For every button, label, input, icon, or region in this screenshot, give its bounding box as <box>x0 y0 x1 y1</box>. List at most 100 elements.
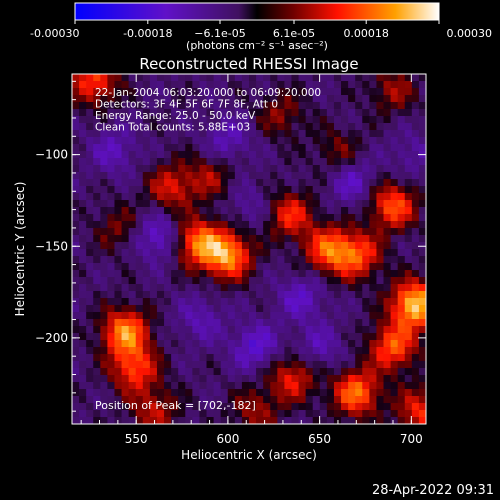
heatmap-cell <box>121 95 130 103</box>
heatmap-cell <box>227 81 236 89</box>
heatmap-cell <box>185 396 193 404</box>
heatmap-cell <box>312 74 321 82</box>
heatmap-cell <box>142 333 151 341</box>
heatmap-cell <box>135 242 144 250</box>
heatmap-cell <box>256 193 264 201</box>
heatmap-cell <box>249 298 257 306</box>
heatmap-cell <box>142 396 151 404</box>
heatmap-cell <box>234 312 243 320</box>
heatmap-cell <box>284 228 292 236</box>
heatmap-cell <box>156 95 165 103</box>
heatmap-cell <box>355 249 363 257</box>
heatmap-cell <box>270 368 278 376</box>
heatmap-cell <box>277 207 285 215</box>
heatmap-cell <box>383 221 391 229</box>
heatmap-cell <box>135 368 144 376</box>
colorbar-tick-label: −6.1e-05 <box>194 27 245 40</box>
heatmap-cell <box>86 151 94 159</box>
heatmap-cell <box>298 207 307 215</box>
heatmap-cell <box>383 333 391 341</box>
heatmap-cell <box>241 396 250 404</box>
heatmap-cell <box>135 305 144 313</box>
heatmap-cell <box>291 347 299 355</box>
heatmap-cell <box>178 151 186 159</box>
heatmap-cell <box>277 263 285 271</box>
heatmap-cell <box>270 312 278 320</box>
heatmap-cell <box>93 228 101 236</box>
heatmap-cell <box>171 263 179 271</box>
heatmap-cell <box>185 186 193 194</box>
heatmap-cell <box>256 221 264 229</box>
heatmap-cell <box>142 116 151 124</box>
heatmap-cell <box>199 312 207 320</box>
heatmap-cell <box>142 305 151 313</box>
heatmap-cell <box>390 284 399 292</box>
colorbar-unit-label: (photons cm⁻² s⁻¹ asec⁻²) <box>186 39 328 52</box>
heatmap-cell <box>341 396 349 404</box>
heatmap-cell <box>192 130 200 138</box>
heatmap-cell <box>249 368 257 376</box>
heatmap-cell <box>135 214 144 222</box>
heatmap-cell <box>277 116 285 124</box>
heatmap-cell <box>213 144 222 152</box>
heatmap-cell <box>298 396 307 404</box>
heatmap-cell <box>284 88 292 96</box>
heatmap-cell <box>341 88 349 96</box>
heatmap-cell <box>121 109 130 117</box>
heatmap-cell <box>149 291 158 299</box>
heatmap-cell <box>227 242 236 250</box>
heatmap-cell <box>298 179 307 187</box>
heatmap-cell <box>79 151 87 159</box>
heatmap-cell <box>227 354 236 362</box>
heatmap-cell <box>220 214 229 222</box>
heatmap-cell <box>383 389 391 397</box>
heatmap-cell <box>128 74 137 82</box>
heatmap-cell <box>326 235 335 243</box>
heatmap-cell <box>213 179 222 187</box>
heatmap-cell <box>199 81 207 89</box>
heatmap-cell <box>411 340 420 348</box>
heatmap-cell <box>256 186 264 194</box>
heatmap-cell <box>312 200 321 208</box>
heatmap-cell <box>178 291 186 299</box>
heatmap-cell <box>171 172 179 180</box>
heatmap-cell <box>326 221 335 229</box>
heatmap-cell <box>220 347 229 355</box>
heatmap-cell <box>326 319 335 327</box>
heatmap-cell <box>241 375 250 383</box>
heatmap-cell <box>149 137 158 145</box>
heatmap-cell <box>206 305 214 313</box>
heatmap-cell <box>93 165 101 173</box>
heatmap-cell <box>319 340 328 348</box>
heatmap-cell <box>156 235 165 243</box>
heatmap-cell <box>142 354 151 362</box>
heatmap-cell <box>128 277 137 285</box>
heatmap-cell <box>206 102 214 110</box>
heatmap-cell <box>277 291 285 299</box>
heatmap-cell <box>418 333 426 341</box>
heatmap-cell <box>79 340 87 348</box>
heatmap-cell <box>227 270 236 278</box>
heatmap-cell <box>220 74 229 82</box>
heatmap-cell <box>213 151 222 159</box>
heatmap-cell <box>256 116 264 124</box>
heatmap-cell <box>404 74 413 82</box>
heatmap-cell <box>206 172 214 180</box>
heatmap-cell <box>418 116 426 124</box>
heatmap-cell <box>185 235 193 243</box>
heatmap-cell <box>376 102 384 110</box>
heatmap-cell <box>220 340 229 348</box>
heatmap-cell <box>362 375 370 383</box>
heatmap-cell <box>114 403 122 411</box>
heatmap-cell <box>72 417 80 424</box>
heatmap-cell <box>241 193 250 201</box>
heatmap-cell <box>404 123 413 131</box>
heatmap-cell <box>107 179 115 187</box>
heatmap-cell <box>86 417 94 424</box>
heatmap-cell <box>86 319 94 327</box>
heatmap-cell <box>206 137 214 145</box>
heatmap-cell <box>270 347 278 355</box>
heatmap-cell <box>390 417 399 424</box>
heatmap-cell <box>142 235 151 243</box>
heatmap-cell <box>284 186 292 194</box>
